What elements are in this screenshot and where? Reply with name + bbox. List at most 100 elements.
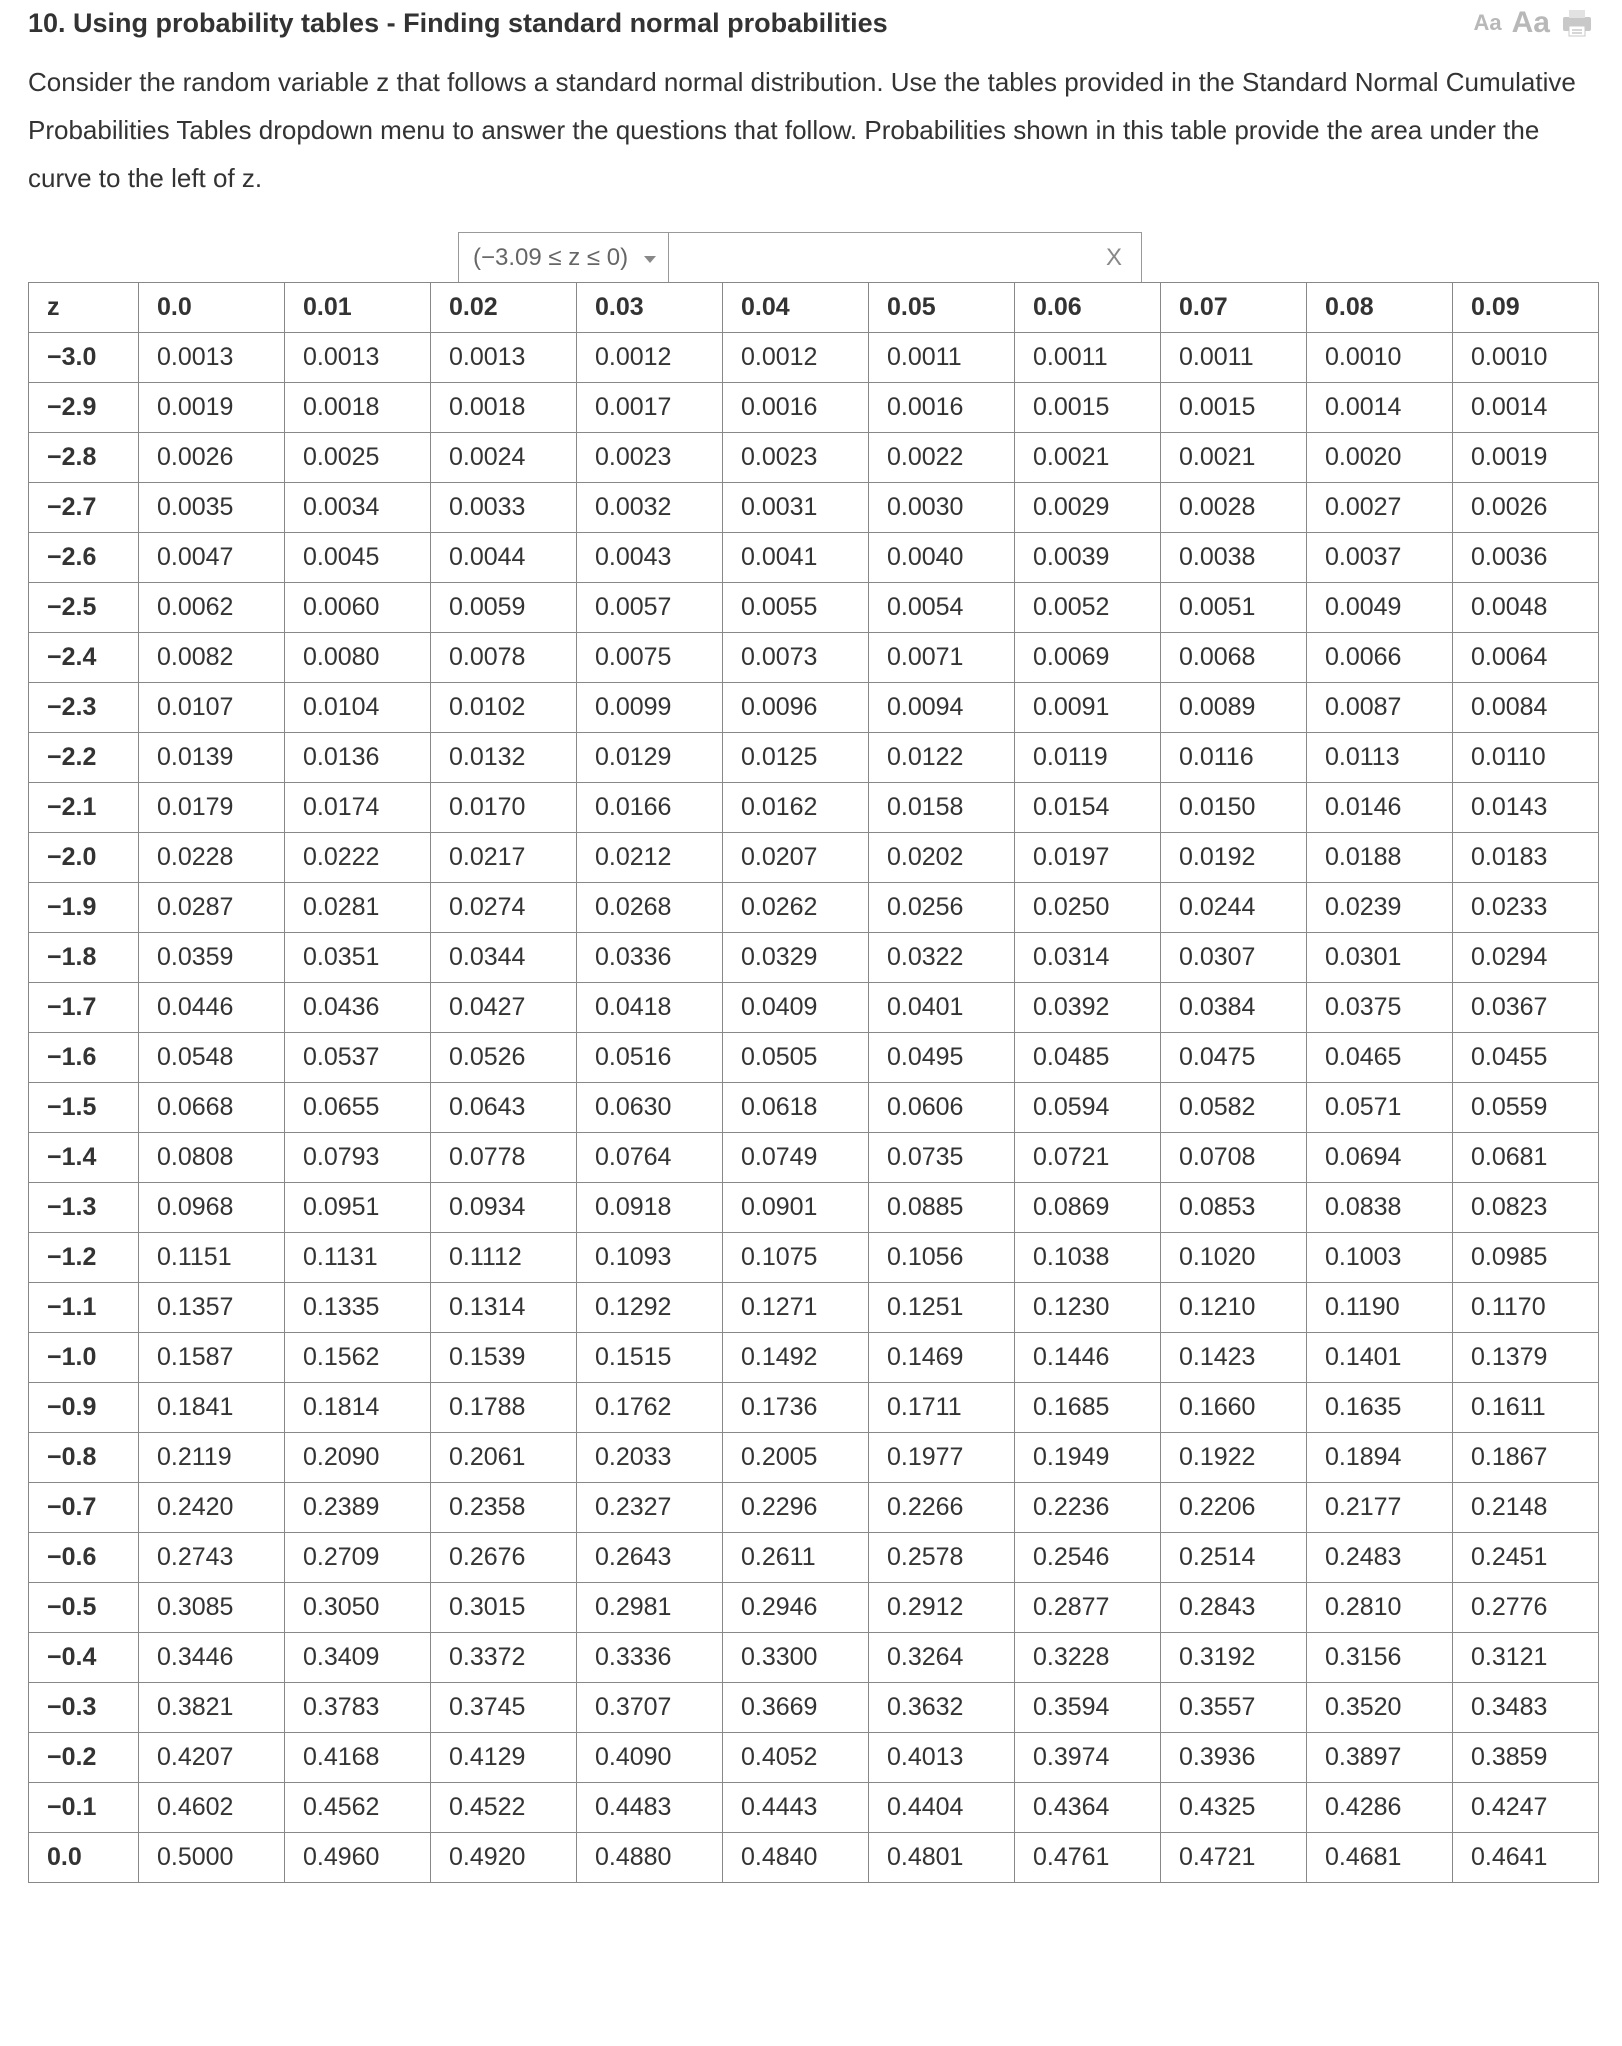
probability-cell: 0.0594 [1015,1083,1161,1133]
probability-cell: 0.0136 [285,733,431,783]
probability-cell: 0.4129 [431,1733,577,1783]
probability-cell: 0.0256 [869,883,1015,933]
font-size-increase-button[interactable]: Aa [1512,6,1550,40]
table-row: −1.10.13570.13350.13140.12920.12710.1251… [29,1283,1599,1333]
probability-cell: 0.0041 [723,533,869,583]
probability-cell: 0.0119 [1015,733,1161,783]
probability-cell: 0.0465 [1307,1033,1453,1083]
probability-cell: 0.2676 [431,1533,577,1583]
probability-cell: 0.0166 [577,783,723,833]
probability-cell: 0.1292 [577,1283,723,1333]
probability-cell: 0.0022 [869,433,1015,483]
probability-cell: 0.0038 [1161,533,1307,583]
row-z-value: −2.3 [29,683,139,733]
row-z-value: −1.5 [29,1083,139,1133]
table-row: −2.90.00190.00180.00180.00170.00160.0016… [29,383,1599,433]
table-row: −1.60.05480.05370.05260.05160.05050.0495… [29,1033,1599,1083]
probability-cell: 0.1271 [723,1283,869,1333]
probability-cell: 0.2005 [723,1433,869,1483]
probability-cell: 0.0559 [1453,1083,1599,1133]
question-title: 10. Using probability tables - Finding s… [28,8,888,39]
clear-selection-button[interactable]: X [1087,232,1142,282]
probability-cell: 0.0045 [285,533,431,583]
probability-cell: 0.1867 [1453,1433,1599,1483]
probability-cell: 0.0096 [723,683,869,733]
probability-cell: 0.4920 [431,1833,577,1883]
probability-cell: 0.0188 [1307,833,1453,883]
probability-cell: 0.0143 [1453,783,1599,833]
probability-cell: 0.4286 [1307,1783,1453,1833]
probability-cell: 0.0125 [723,733,869,783]
row-z-value: −2.4 [29,633,139,683]
probability-cell: 0.2389 [285,1483,431,1533]
probability-cell: 0.1056 [869,1233,1015,1283]
table-row: −1.40.08080.07930.07780.07640.07490.0735… [29,1133,1599,1183]
probability-cell: 0.0036 [1453,533,1599,583]
probability-cell: 0.0034 [285,483,431,533]
probability-cell: 0.2236 [1015,1483,1161,1533]
probability-cell: 0.0951 [285,1183,431,1233]
probability-cell: 0.0192 [1161,833,1307,883]
table-row: −1.50.06680.06550.06430.06300.06180.0606… [29,1083,1599,1133]
font-size-decrease-button[interactable]: Aa [1474,10,1502,36]
probability-cell: 0.4681 [1307,1833,1453,1883]
probability-cell: 0.4013 [869,1733,1015,1783]
probability-cell: 0.2578 [869,1533,1015,1583]
probability-cell: 0.0212 [577,833,723,883]
probability-cell: 0.1515 [577,1333,723,1383]
probability-cell: 0.0455 [1453,1033,1599,1083]
table-range-selector-row: (−3.09 ≤ z ≤ 0) X [458,232,1594,282]
probability-cell: 0.2709 [285,1533,431,1583]
probability-cell: 0.0132 [431,733,577,783]
probability-cell: 0.0068 [1161,633,1307,683]
probability-cell: 0.0749 [723,1133,869,1183]
print-icon[interactable] [1560,8,1594,38]
probability-cell: 0.1922 [1161,1433,1307,1483]
probability-cell: 0.0314 [1015,933,1161,983]
row-z-value: −0.8 [29,1433,139,1483]
probability-cell: 0.0015 [1015,383,1161,433]
probability-cell: 0.2546 [1015,1533,1161,1583]
probability-cell: 0.0082 [139,633,285,683]
table-row: −2.80.00260.00250.00240.00230.00230.0022… [29,433,1599,483]
probability-cell: 0.2061 [431,1433,577,1483]
probability-cell: 0.2743 [139,1533,285,1583]
probability-cell: 0.0017 [577,383,723,433]
probability-cell: 0.0721 [1015,1133,1161,1183]
row-z-value: −2.5 [29,583,139,633]
row-z-value: −0.3 [29,1683,139,1733]
probability-cell: 0.0853 [1161,1183,1307,1233]
table-row: −2.30.01070.01040.01020.00990.00960.0094… [29,683,1599,733]
probability-cell: 0.3336 [577,1633,723,1683]
probability-cell: 0.3707 [577,1683,723,1733]
probability-cell: 0.1446 [1015,1333,1161,1383]
probability-cell: 0.0031 [723,483,869,533]
probability-cell: 0.0023 [723,433,869,483]
probability-cell: 0.0516 [577,1033,723,1083]
probability-cell: 0.3409 [285,1633,431,1683]
probability-cell: 0.1112 [431,1233,577,1283]
probability-cell: 0.0336 [577,933,723,983]
probability-cell: 0.2358 [431,1483,577,1533]
z-range-dropdown[interactable]: (−3.09 ≤ z ≤ 0) [458,232,669,282]
z-table-header-row: z 0.0 0.01 0.02 0.03 0.04 0.05 0.06 0.07… [29,283,1599,333]
probability-cell: 0.2119 [139,1433,285,1483]
probability-cell: 0.0409 [723,983,869,1033]
probability-cell: 0.1170 [1453,1283,1599,1333]
probability-cell: 0.3050 [285,1583,431,1633]
table-row: −0.50.30850.30500.30150.29810.29460.2912… [29,1583,1599,1633]
probability-cell: 0.0073 [723,633,869,683]
probability-cell: 0.0011 [1015,333,1161,383]
probability-cell: 0.0239 [1307,883,1453,933]
table-row: −1.00.15870.15620.15390.15150.14920.1469… [29,1333,1599,1383]
probability-cell: 0.1562 [285,1333,431,1383]
table-row: −0.40.34460.34090.33720.33360.33000.3264… [29,1633,1599,1683]
probability-cell: 0.0066 [1307,633,1453,683]
question-page: 10. Using probability tables - Finding s… [0,0,1622,1923]
table-row: −2.50.00620.00600.00590.00570.00550.0054… [29,583,1599,633]
table-row: −2.40.00820.00800.00780.00750.00730.0071… [29,633,1599,683]
probability-cell: 0.0054 [869,583,1015,633]
probability-cell: 0.4052 [723,1733,869,1783]
col-header: 0.05 [869,283,1015,333]
probability-cell: 0.0037 [1307,533,1453,583]
